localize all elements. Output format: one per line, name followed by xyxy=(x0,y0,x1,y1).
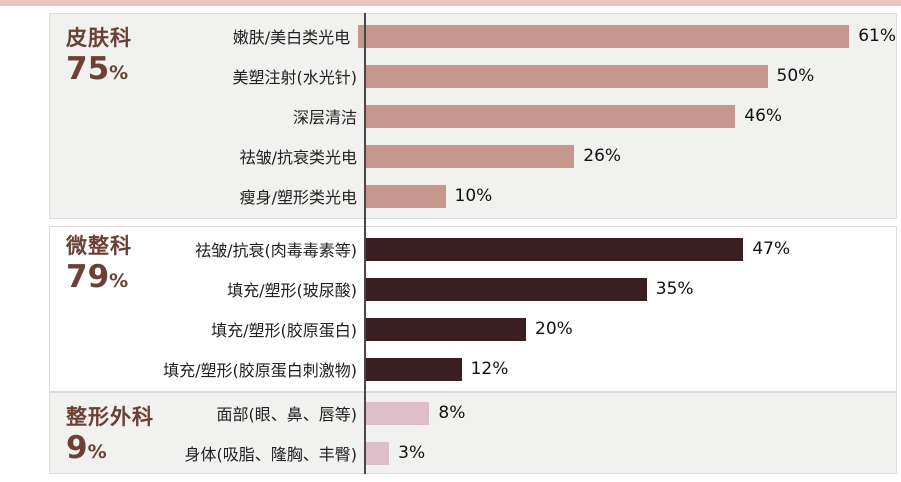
section-panel-1: 皮肤科 75% 嫩肤/美白类光电 61% 美塑注射(水光针) 50% 深层清洁 46% 祛皱/抗… xyxy=(49,13,897,219)
bar xyxy=(365,144,575,168)
section-share: 9% xyxy=(66,430,154,467)
bar xyxy=(365,237,744,261)
section-label: 微整科 79% xyxy=(66,234,132,296)
section-name: 微整科 xyxy=(66,234,132,258)
section-panel-2: 微整科 79% 祛皱/抗衰(肉毒毒素等) 47% 填充/塑形(玻尿酸) 35% 填充/塑形(… xyxy=(49,226,897,392)
bar xyxy=(365,184,446,208)
chart-row: 身体(吸脂、隆胸、丰臀) 3% xyxy=(50,433,896,473)
chart-row: 美塑注射(水光针) 50% xyxy=(50,56,896,96)
section-share-number: 75 xyxy=(66,51,110,88)
chart-row: 祛皱/抗衰(肉毒毒素等) 47% xyxy=(50,229,896,269)
row-label: 面部(眼、鼻、唇等) xyxy=(216,405,358,424)
bar-value-label: 3% xyxy=(398,443,426,463)
bar-cell: 10% xyxy=(365,176,896,216)
row-label: 填充/塑形(玻尿酸) xyxy=(227,281,357,300)
bar-cell: 12% xyxy=(365,349,896,389)
row-label: 嫩肤/美白类光电 xyxy=(232,28,351,47)
row-label: 美塑注射(水光针) xyxy=(232,68,358,87)
bar-cell: 46% xyxy=(365,96,896,136)
row-label: 深层清洁 xyxy=(292,108,357,127)
bar-cell: 61% xyxy=(358,16,896,56)
row-label: 身体(吸脂、隆胸、丰臀) xyxy=(184,445,358,464)
bar-cell: 3% xyxy=(365,433,896,473)
bar-chart: 皮肤科 75% 嫩肤/美白类光电 61% 美塑注射(水光针) 50% 深层清洁 46% 祛皱/抗… xyxy=(49,13,897,474)
bar-value-label: 61% xyxy=(858,26,896,46)
bar-value-label: 26% xyxy=(583,146,622,166)
chart-row: 祛皱/抗衰类光电 26% xyxy=(50,136,896,176)
section-share-unit: % xyxy=(109,62,129,85)
section-name: 整形外科 xyxy=(66,405,154,429)
bar-cell: 8% xyxy=(365,393,896,433)
section-label: 整形外科 9% xyxy=(66,405,154,467)
section-share: 75% xyxy=(66,51,132,88)
bar xyxy=(365,357,462,381)
section-label: 皮肤科 75% xyxy=(66,26,132,88)
bar xyxy=(365,317,526,341)
bar-value-label: 35% xyxy=(655,279,694,299)
row-label: 瘦身/塑形类光电 xyxy=(239,188,357,207)
bar-cell: 26% xyxy=(365,136,896,176)
bar-value-label: 46% xyxy=(744,106,783,126)
bar-value-label: 20% xyxy=(535,319,573,339)
section-panel-3: 整形外科 9% 面部(眼、鼻、唇等) 8% 身体(吸脂、隆胸、丰臀) 3% xyxy=(49,392,897,474)
bar-value-label: 8% xyxy=(438,403,466,423)
chart-row: 嫩肤/美白类光电 61% xyxy=(50,16,896,56)
chart-row: 面部(眼、鼻、唇等) 8% xyxy=(50,393,896,433)
chart-row: 瘦身/塑形类光电 10% xyxy=(50,176,896,216)
bar xyxy=(365,277,647,301)
section-share-unit: % xyxy=(87,441,107,464)
section-share-number: 79 xyxy=(66,259,110,296)
bar xyxy=(365,104,736,128)
bar-cell: 50% xyxy=(365,56,896,96)
row-label: 填充/塑形(胶原蛋白刺激物) xyxy=(163,361,357,380)
bar-value-label: 50% xyxy=(776,66,815,86)
section-share-number: 9 xyxy=(66,430,88,467)
section-share-unit: % xyxy=(109,270,129,293)
bar xyxy=(365,401,430,425)
section-share: 79% xyxy=(66,259,132,296)
bar xyxy=(365,64,768,88)
bar-value-label: 12% xyxy=(470,359,509,379)
row-label: 填充/塑形(胶原蛋白) xyxy=(211,321,357,340)
top-accent-strip xyxy=(0,0,901,6)
bar xyxy=(365,441,390,465)
bar xyxy=(358,24,850,48)
bar-cell: 47% xyxy=(365,229,896,269)
bar-value-label: 10% xyxy=(454,186,493,206)
section-name: 皮肤科 xyxy=(66,26,132,50)
axis-line xyxy=(364,13,366,474)
chart-row: 填充/塑形(胶原蛋白) 20% xyxy=(50,309,896,349)
bar-cell: 35% xyxy=(365,269,896,309)
chart-row: 深层清洁 46% xyxy=(50,96,896,136)
bar-cell: 20% xyxy=(365,309,896,349)
row-label: 祛皱/抗衰类光电 xyxy=(239,148,357,167)
chart-row: 填充/塑形(玻尿酸) 35% xyxy=(50,269,896,309)
row-label: 祛皱/抗衰(肉毒毒素等) xyxy=(195,241,357,260)
bar-value-label: 47% xyxy=(752,239,791,259)
chart-row: 填充/塑形(胶原蛋白刺激物) 12% xyxy=(50,349,896,389)
